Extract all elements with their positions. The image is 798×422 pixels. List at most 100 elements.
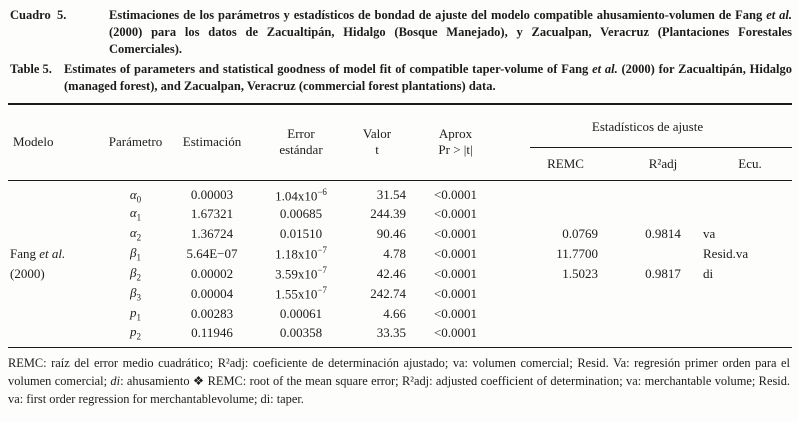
paper-table-page: Cuadro 5. Estimaciones de los parámetros…	[8, 7, 793, 406]
cell-model	[8, 284, 103, 304]
table-row: β3 0.00004 1.55x10−7 242.74 <0.0001	[8, 284, 792, 304]
table-row: (2000) β2 0.00002 3.59x10−7 42.46 <0.000…	[8, 264, 792, 284]
cell-ecu	[693, 324, 792, 347]
cell-model: (2000)	[10, 266, 45, 282]
cell-error-estandar: 3.59x10−7	[275, 265, 327, 282]
cell-ecu	[693, 304, 792, 324]
col-header-remc: REMC	[503, 148, 608, 181]
cell-remc: 0.0769	[562, 226, 598, 242]
cell-estimacion: 0.00283	[190, 306, 234, 322]
col-header-estimacion: Estimación	[168, 104, 256, 181]
cell-parametro: p2	[130, 324, 141, 342]
cell-model	[8, 324, 103, 347]
cell-error-estandar: 0.01510	[279, 226, 323, 242]
cell-valor-t: 244.39	[370, 206, 406, 222]
cell-r2adj	[608, 284, 693, 304]
table-row: α0 0.00003 1.04x10−6 31.54 <0.0001	[8, 180, 792, 205]
table-row: α2 1.36724 0.01510 90.46 <0.0001 0.0769 …	[8, 224, 792, 244]
cell-estimacion: 0.00003	[190, 187, 234, 203]
cell-estimacion: 1.36724	[190, 226, 234, 242]
cell-aprox-pr: <0.0001	[433, 266, 478, 282]
caption-cuadro-es: Cuadro 5. Estimaciones de los parámetros…	[10, 7, 792, 58]
cell-ecu	[693, 180, 792, 204]
cell-ecu	[693, 284, 792, 304]
cell-estimacion: 5.64E−07	[186, 246, 238, 262]
cell-remc: 11.7700	[556, 246, 598, 262]
col-header-valor-t: Valor t	[346, 104, 408, 181]
cell-valor-t: 242.74	[370, 286, 406, 302]
caption-text-en: Estimates of parameters and statistical …	[64, 62, 793, 93]
parameters-table: Modelo Parámetro Estimación Error estánd…	[8, 103, 793, 348]
cell-model	[8, 180, 103, 204]
caption-table-en: Table 5. Estimates of parameters and sta…	[10, 61, 792, 95]
cell-remc	[503, 180, 608, 204]
col-header-error-estandar: Error estándar	[256, 104, 346, 181]
cell-r2adj	[608, 180, 693, 204]
cell-aprox-pr: <0.0001	[433, 324, 478, 340]
cell-model	[8, 224, 103, 244]
table-row: Fang et al. β1 5.64E−07 1.18x10−7 4.78 <…	[8, 244, 792, 264]
cell-r2adj	[608, 204, 693, 224]
cell-ecu: va	[703, 226, 716, 242]
col-header-r2adj: R²adj	[608, 148, 693, 181]
cell-valor-t: 33.35	[376, 324, 406, 340]
cell-model: Fang et al.	[10, 246, 66, 262]
cell-aprox-pr: <0.0001	[433, 226, 478, 242]
cell-estimacion: 1.67321	[190, 206, 234, 222]
cell-parametro: β1	[130, 245, 141, 263]
table-row: α1 1.67321 0.00685 244.39 <0.0001	[8, 204, 792, 224]
cell-valor-t: 42.46	[376, 266, 406, 282]
cell-estimacion: 0.11946	[191, 324, 233, 340]
cell-ecu: di	[703, 266, 714, 282]
cell-model	[8, 204, 103, 224]
cell-valor-t: 90.46	[376, 226, 406, 242]
cell-parametro: α0	[129, 186, 142, 205]
cell-error-estandar: 1.04x10−6	[275, 186, 327, 203]
cell-remc	[503, 284, 608, 304]
caption-label-en: Table 5.	[10, 62, 52, 76]
col-group-header-estadisticos: Estadísticos de ajuste	[503, 104, 793, 148]
cell-aprox-pr: <0.0001	[433, 306, 478, 322]
cell-error-estandar: 0.00061	[279, 306, 323, 322]
cell-parametro: α1	[129, 205, 142, 223]
cell-error-estandar: 0.00685	[279, 206, 323, 222]
cell-aprox-pr: <0.0001	[433, 187, 478, 203]
cell-r2adj	[608, 304, 693, 324]
cell-r2adj	[608, 244, 693, 264]
cell-error-estandar: 1.18x10−7	[275, 245, 327, 262]
cell-parametro: p1	[130, 305, 141, 323]
table-body: α0 0.00003 1.04x10−6 31.54 <0.0001 α1 1.…	[8, 180, 792, 347]
cell-error-estandar: 1.55x10−7	[275, 285, 327, 302]
col-header-modelo: Modelo	[8, 104, 103, 181]
col-header-parametro: Parámetro	[103, 104, 168, 181]
col-header-aprox-pr: Aprox Pr > |t|	[408, 104, 503, 181]
cell-valor-t: 4.78	[383, 246, 406, 262]
cell-model	[8, 304, 103, 324]
cell-aprox-pr: <0.0001	[433, 206, 478, 222]
caption-label-es: Cuadro 5.	[10, 8, 67, 22]
cell-aprox-pr: <0.0001	[433, 246, 478, 262]
cell-aprox-pr: <0.0001	[433, 286, 478, 302]
cell-parametro: β3	[130, 285, 141, 303]
cell-estimacion: 0.00002	[190, 266, 234, 282]
table-row: p1 0.00283 0.00061 4.66 <0.0001	[8, 304, 792, 324]
footnote: REMC: raíz del error medio cuadrático; R…	[8, 355, 791, 406]
cell-error-estandar: 0.00358	[279, 324, 323, 340]
cell-ecu: Resid.va	[703, 246, 749, 262]
col-header-ecu: Ecu.	[693, 148, 793, 181]
cell-valor-t: 4.66	[383, 306, 406, 322]
table-row: p2 0.11946 0.00358 33.35 <0.0001	[8, 324, 792, 347]
cell-remc	[503, 204, 608, 224]
cell-parametro: α2	[129, 225, 142, 243]
cell-r2adj	[608, 324, 693, 347]
caption-text-es: Estimaciones de los parámetros y estadís…	[109, 8, 792, 56]
cell-valor-t: 31.54	[376, 187, 406, 203]
cell-estimacion: 0.00004	[190, 286, 234, 302]
cell-r2adj: 0.9817	[645, 266, 681, 282]
cell-r2adj: 0.9814	[645, 226, 681, 242]
cell-parametro: β2	[130, 265, 141, 283]
table-header: Modelo Parámetro Estimación Error estánd…	[8, 104, 793, 181]
cell-remc: 1.5023	[562, 266, 598, 282]
cell-ecu	[693, 204, 792, 224]
cell-remc	[503, 304, 608, 324]
